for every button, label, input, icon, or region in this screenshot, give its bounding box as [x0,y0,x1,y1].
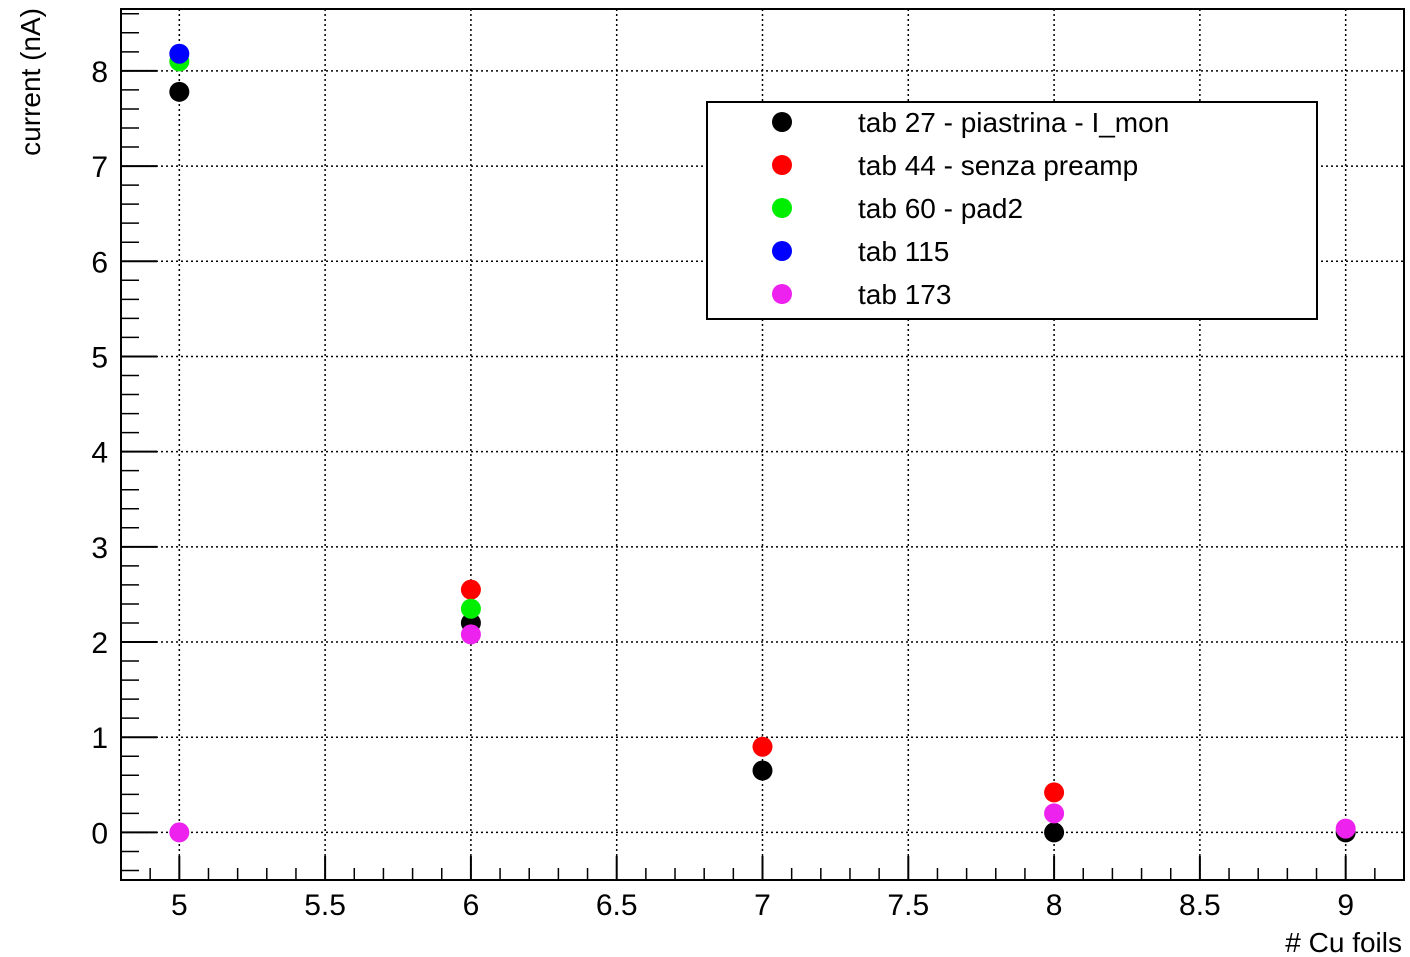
legend-label: tab 27 - piastrina - I_mon [858,107,1169,138]
legend-marker [772,112,792,132]
legend-label: tab 60 - pad2 [858,193,1023,224]
y-tick-label: 3 [91,532,108,565]
x-tick-labels: 5 5.5 6 6.5 7 7.5 8 8.5 9 [171,889,1354,922]
data-point [169,43,190,64]
data-point [169,81,190,102]
legend-box [706,101,1318,320]
y-tick-label: 2 [91,627,108,660]
legend-label: tab 173 [858,279,951,310]
legend-marker [772,155,792,175]
data-point [460,624,481,645]
x-tick-label: 6.5 [596,889,638,922]
y-tick-label: 1 [91,722,108,755]
data-point [460,579,481,600]
legend-marker [772,198,792,218]
y-tick-label: 4 [91,437,108,470]
y-tick-labels: 0 1 2 3 4 5 6 7 8 [91,56,108,851]
x-tick-label: 9 [1337,889,1354,922]
x-tick-label: 7.5 [887,889,929,922]
data-points [169,43,1356,843]
x-tick-label: 6 [463,889,480,922]
legend-label: tab 115 [858,236,949,267]
legend-marker [772,241,792,261]
y-tick-label: 5 [91,341,108,374]
data-point [460,598,481,619]
data-point [1044,782,1065,803]
x-tick-label: 5 [171,889,188,922]
plot-frame [120,8,1405,881]
y-tick-label: 7 [91,151,108,184]
data-point [752,736,773,757]
x-tick-label: 7 [754,889,771,922]
data-point [1044,822,1065,843]
x-tick-label: 5.5 [304,889,346,922]
data-point [169,822,190,843]
y-tick-label: 0 [91,817,108,850]
y-axis-title: current (nA) [15,8,46,156]
data-point [1335,818,1356,839]
legend-marker [772,284,792,304]
x-tick-label: 8.5 [1179,889,1221,922]
x-axis-title: # Cu foils [1285,927,1402,957]
y-tick-label: 6 [91,246,108,279]
legend-label: tab 44 - senza preamp [858,150,1138,181]
axis-ticks [120,13,1405,880]
data-point [1044,803,1065,824]
y-tick-label: 8 [91,56,108,89]
x-tick-label: 8 [1046,889,1063,922]
data-point [752,760,773,781]
